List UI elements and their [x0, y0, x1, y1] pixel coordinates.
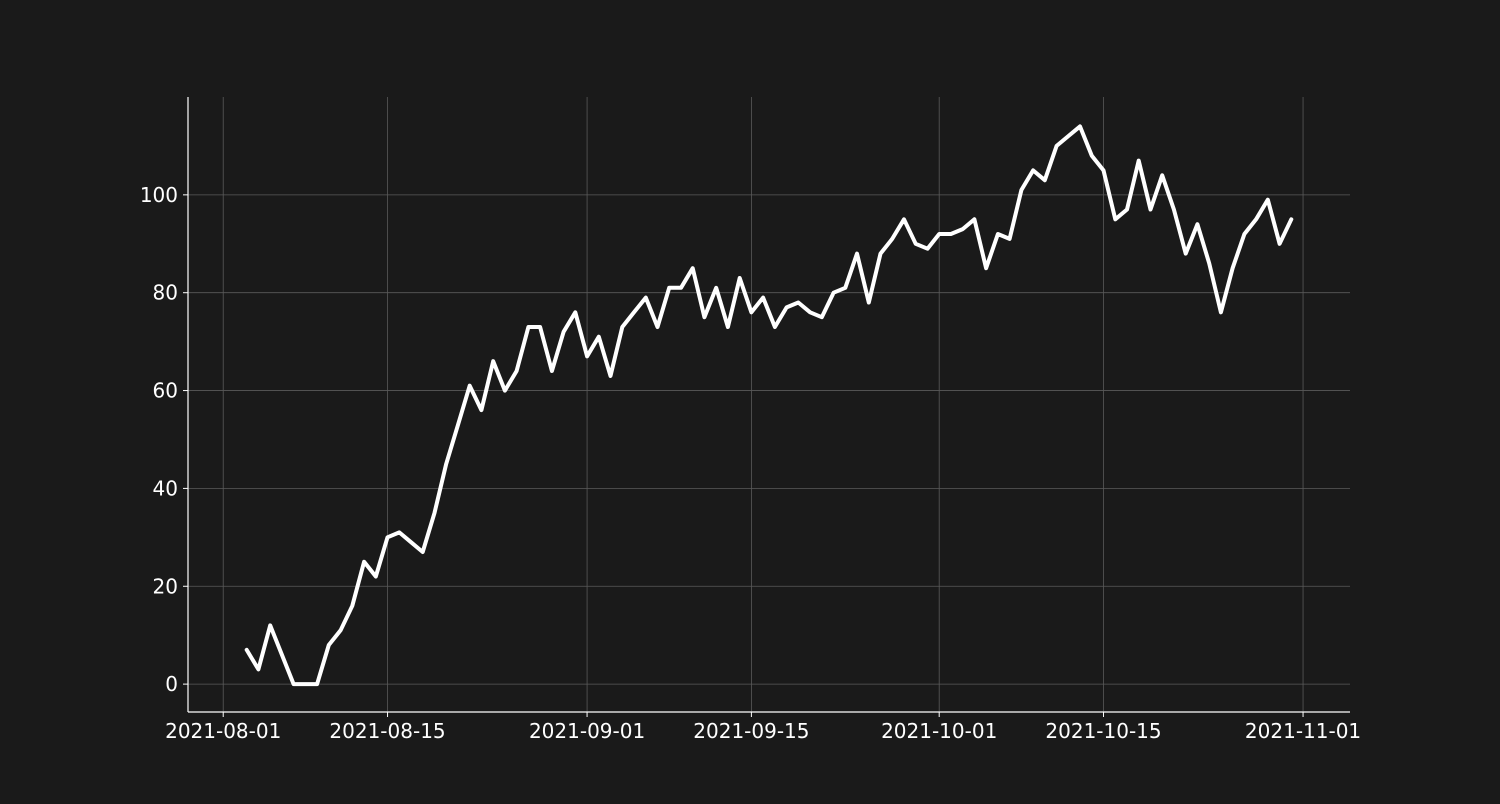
- tick-labels: 2021-08-01 2021-08-15 2021-09-01 2021-09-15…: [140, 183, 1361, 743]
- y-tick-label: 40: [153, 476, 178, 500]
- x-tick-label: 2021-10-15: [1045, 719, 1161, 743]
- x-tick-label: 2021-11-01: [1245, 719, 1361, 743]
- y-tick-label: 100: [140, 183, 178, 207]
- y-tick-label: 0: [165, 672, 178, 696]
- axes: [183, 97, 1350, 717]
- x-tick-label: 2021-08-15: [329, 719, 445, 743]
- y-tick-label: 20: [153, 574, 178, 598]
- y-tick-label: 80: [153, 281, 178, 305]
- x-tick-label: 2021-09-01: [529, 719, 645, 743]
- x-tick-label: 2021-09-15: [693, 719, 809, 743]
- x-tick-label: 2021-10-01: [881, 719, 997, 743]
- series-layer: [244, 124, 1294, 687]
- series-line: [244, 124, 1294, 687]
- x-tick-label: 2021-08-01: [165, 719, 281, 743]
- y-tick-label: 60: [153, 379, 178, 403]
